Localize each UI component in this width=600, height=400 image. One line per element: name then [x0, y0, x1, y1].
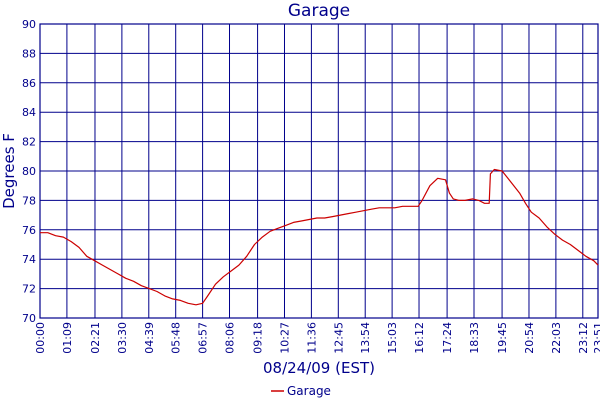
x-tick-label: 09:18: [252, 322, 265, 354]
y-tick-label: 76: [22, 224, 36, 237]
y-tick-label: 74: [22, 253, 36, 266]
y-axis-ticks: 70 72 74 76 78 80 82 84 86 88 90: [22, 18, 36, 325]
series-line-garage: [40, 168, 599, 306]
y-tick-label: 72: [22, 283, 36, 296]
x-tick-label: 08:06: [224, 322, 237, 354]
x-tick-label: 12:45: [332, 322, 345, 354]
x-tick-label: 15:03: [386, 322, 399, 354]
x-tick-label: 13:54: [359, 322, 372, 354]
y-tick-label: 82: [22, 136, 36, 149]
grid: [39, 23, 599, 319]
series-layer: [40, 168, 599, 306]
x-tick-label: 10:27: [278, 322, 291, 354]
y-axis-label: Degrees F: [0, 133, 18, 209]
y-tick-label: 86: [22, 77, 36, 90]
x-tick-label: 01:09: [61, 322, 74, 354]
x-axis-ticks: 00:00 01:09 02:21 03:30 04:39 05:48 06:57 08:06…: [34, 322, 600, 354]
x-tick-label: 00:00: [34, 322, 47, 354]
legend-label: Garage: [287, 384, 331, 398]
x-tick-label: 11:36: [305, 322, 318, 354]
x-tick-label: 22:03: [550, 322, 563, 354]
x-tick-label: 18:33: [468, 322, 481, 354]
x-tick-label: 16:12: [413, 322, 426, 354]
x-tick-label: 04:39: [143, 322, 156, 354]
y-tick-label: 80: [22, 165, 36, 178]
x-tick-label: 23:51: [592, 322, 600, 354]
x-tick-label: 20:54: [523, 322, 536, 354]
x-tick-label: 02:21: [89, 322, 102, 354]
chart-title: Garage: [288, 1, 350, 21]
legend: Garage: [271, 384, 331, 398]
y-tick-label: 70: [22, 312, 36, 325]
y-tick-label: 78: [22, 194, 36, 207]
y-tick-label: 88: [22, 47, 36, 60]
x-tick-label: 23:12: [577, 322, 590, 354]
y-tick-label: 84: [22, 106, 36, 119]
x-axis-label: 08/24/09 (EST): [263, 359, 375, 377]
y-tick-label: 90: [22, 18, 36, 31]
x-tick-label: 17:24: [441, 322, 454, 354]
x-tick-label: 05:48: [170, 322, 183, 354]
x-tick-label: 03:30: [116, 322, 129, 354]
x-tick-label: 19:45: [496, 322, 509, 354]
x-tick-label: 06:57: [197, 322, 210, 354]
